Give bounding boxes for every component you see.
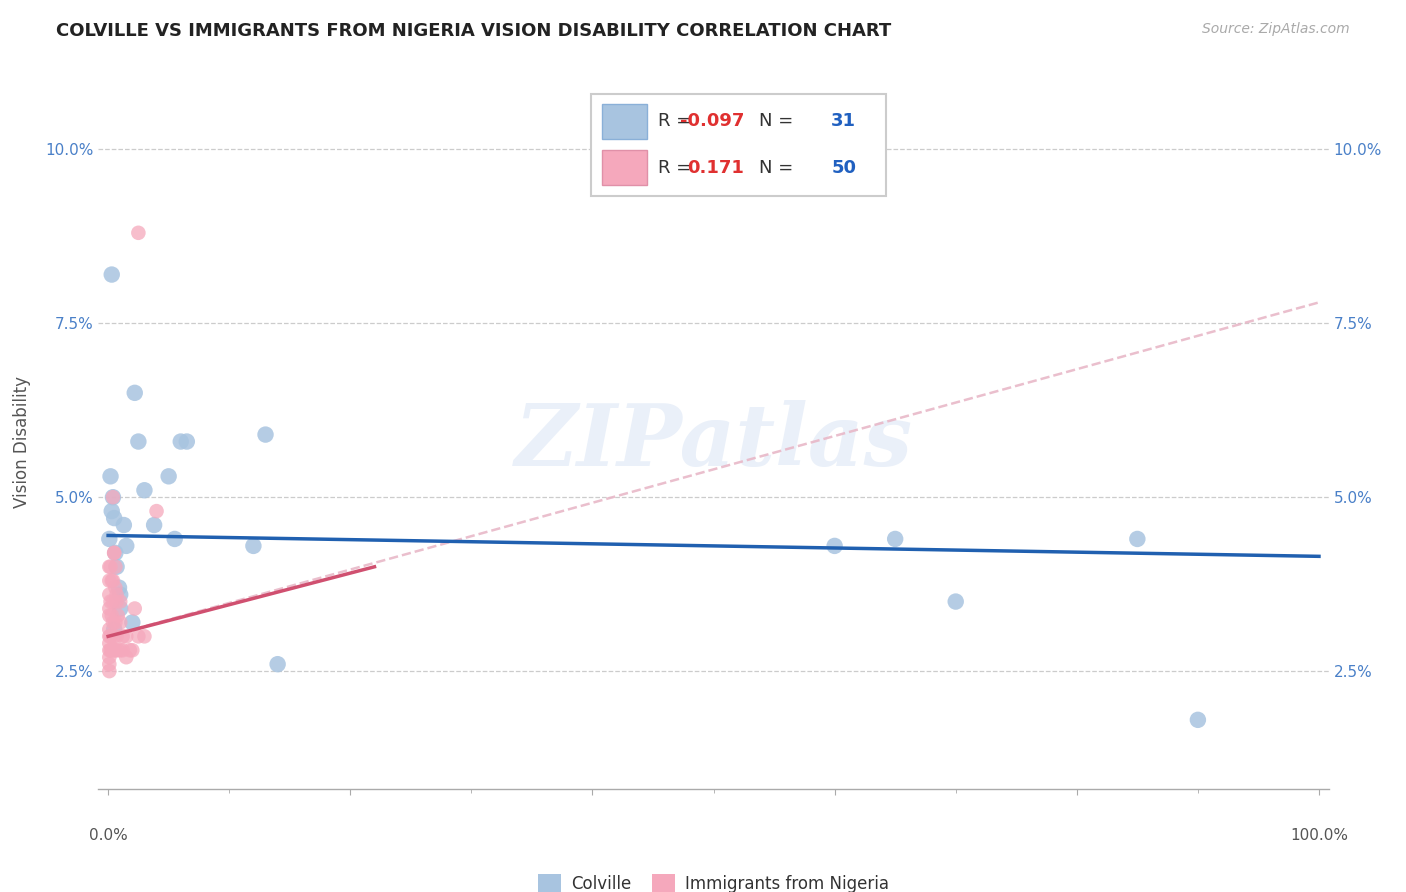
Point [127,226,149,240]
Point [100,574,122,588]
Point [108,581,131,595]
Point [103,623,125,637]
Point [98,559,121,574]
Point [110,594,132,608]
Text: R =: R = [658,112,692,130]
Text: ZIPatlas: ZIPatlas [515,400,912,483]
Text: COLVILLE VS IMMIGRANTS FROM NIGERIA VISION DISABILITY CORRELATION CHART: COLVILLE VS IMMIGRANTS FROM NIGERIA VISI… [56,22,891,40]
Text: R =: R = [658,159,692,177]
Point [105,629,128,643]
Point [100,504,122,518]
Point [100,643,122,657]
Point [98,608,121,623]
Point [110,643,132,657]
Point [124,385,146,400]
Point [110,588,132,602]
Point [101,490,124,504]
Text: -0.097: -0.097 [679,112,744,130]
Point [884,532,907,546]
Point [105,588,128,602]
Point [103,643,125,657]
Point [104,615,127,630]
Point [98,657,121,672]
Point [134,483,156,498]
Point [101,490,124,504]
Point [111,629,134,643]
Point [145,504,167,518]
Point [945,594,967,608]
Point [98,588,121,602]
Point [104,643,127,657]
Point [115,629,138,643]
Point [100,643,122,657]
Point [157,469,180,483]
Point [824,539,846,553]
Point [163,532,186,546]
Point [111,643,134,657]
Point [110,615,132,630]
Point [98,574,121,588]
Point [170,434,193,449]
FancyBboxPatch shape [602,104,647,139]
Legend: Colville, Immigrants from Nigeria: Colville, Immigrants from Nigeria [531,867,896,892]
Point [98,623,121,637]
Text: N =: N = [759,159,793,177]
Point [98,643,121,657]
Point [103,546,125,560]
Text: Source: ZipAtlas.com: Source: ZipAtlas.com [1202,22,1350,37]
Point [176,434,198,449]
Point [100,268,122,282]
Point [101,615,124,630]
Point [98,664,121,678]
Point [105,559,128,574]
Point [124,601,146,615]
Point [110,601,132,615]
Point [104,546,127,560]
Point [115,650,138,665]
Point [254,427,277,442]
Point [98,601,121,615]
Point [100,469,122,483]
Point [103,629,125,643]
Point [100,629,122,643]
Point [107,608,129,623]
Point [121,615,143,630]
Text: 0.0%: 0.0% [89,829,128,843]
Text: 50: 50 [831,159,856,177]
Point [98,650,121,665]
Point [105,594,128,608]
Point [98,636,121,650]
Point [103,546,125,560]
Point [107,643,129,657]
FancyBboxPatch shape [602,150,647,185]
Point [104,559,127,574]
Point [101,594,124,608]
Point [121,643,143,657]
Point [134,629,156,643]
Y-axis label: Vision Disability: Vision Disability [13,376,31,508]
Point [242,539,264,553]
Point [100,594,122,608]
Point [104,581,127,595]
Point [100,559,122,574]
Point [112,518,135,533]
Point [115,539,138,553]
Point [101,574,124,588]
Point [118,643,141,657]
Point [98,532,121,546]
Point [143,518,166,533]
Point [127,434,149,449]
Point [1126,532,1149,546]
Point [98,629,121,643]
Text: 100.0%: 100.0% [1289,829,1348,843]
Text: N =: N = [759,112,793,130]
Text: 0.171: 0.171 [688,159,744,177]
Point [127,629,149,643]
Text: 31: 31 [831,112,856,130]
Point [1187,713,1209,727]
Point [266,657,288,672]
Point [103,511,125,525]
Point [100,608,122,623]
